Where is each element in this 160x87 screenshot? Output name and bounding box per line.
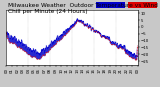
Text: Milwaukee Weather  Outdoor Temperature vs Wind Chill per Minute (24 Hours): Milwaukee Weather Outdoor Temperature vs… [8,3,158,14]
Bar [128,2,157,8]
Bar [96,2,125,8]
